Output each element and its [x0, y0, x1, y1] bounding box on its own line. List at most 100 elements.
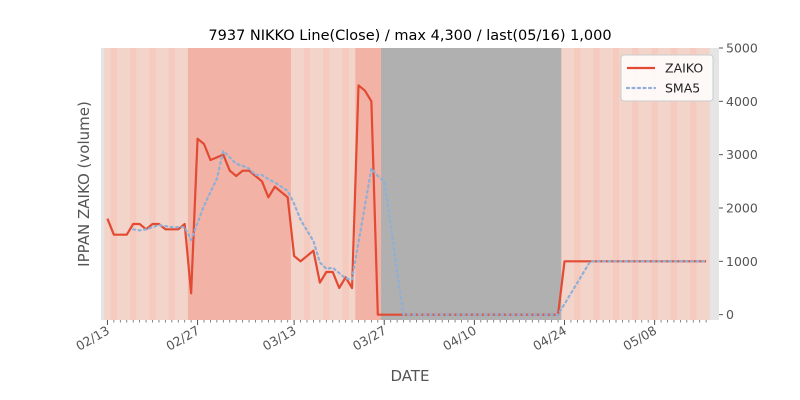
date-band — [503, 48, 511, 320]
x-tick-label: 05/08 — [620, 323, 659, 354]
y-tick-label: 4000 — [726, 94, 758, 109]
date-band — [400, 48, 408, 320]
legend — [620, 54, 714, 102]
date-band — [213, 48, 221, 320]
date-band — [426, 48, 433, 320]
date-band — [702, 48, 710, 320]
date-band — [477, 48, 485, 320]
date-band — [438, 48, 446, 320]
date-band — [606, 48, 614, 320]
legend-label-sma5: SMA5 — [665, 81, 700, 96]
date-band — [690, 48, 697, 320]
date-band — [580, 48, 588, 320]
x-tick-label: 04/24 — [530, 323, 569, 354]
date-band — [129, 48, 137, 320]
date-band — [220, 48, 227, 320]
date-band — [632, 48, 639, 320]
date-band — [484, 48, 491, 320]
date-band — [290, 48, 298, 320]
date-band — [329, 48, 337, 320]
date-band — [335, 48, 343, 320]
date-band — [413, 48, 421, 320]
date-band — [175, 48, 182, 320]
date-band — [567, 48, 575, 320]
date-band — [226, 48, 234, 320]
date-band — [554, 48, 562, 320]
date-band — [644, 48, 652, 320]
date-band — [445, 48, 453, 320]
date-band — [548, 48, 556, 320]
date-band — [200, 48, 208, 320]
x-tick-label: 02/27 — [163, 323, 202, 354]
date-band — [239, 48, 247, 320]
chart-title: 7937 NIKKO Line(Close) / max 4,300 / las… — [208, 28, 611, 44]
date-band — [406, 48, 414, 320]
y-tick-label: 3000 — [726, 147, 758, 162]
x-tick-label: 03/27 — [350, 323, 389, 354]
x-tick-label: 03/13 — [260, 323, 299, 354]
date-band — [432, 48, 440, 320]
date-band — [670, 48, 678, 320]
date-band — [587, 48, 594, 320]
date-band — [278, 48, 285, 320]
date-band — [232, 48, 240, 320]
date-band — [265, 48, 272, 320]
y-tick-label: 0 — [726, 307, 734, 322]
date-band — [509, 48, 517, 320]
date-band — [696, 48, 704, 320]
date-band — [374, 48, 382, 320]
date-band — [368, 48, 375, 320]
y-tick-label: 2000 — [726, 201, 758, 216]
x-tick-label: 02/13 — [73, 323, 112, 354]
date-band — [683, 48, 691, 320]
date-band — [599, 48, 607, 320]
date-band — [123, 48, 131, 320]
date-band — [471, 48, 478, 320]
series-line-sma5 — [132, 149, 708, 316]
date-band — [142, 48, 150, 320]
date-band — [677, 48, 684, 320]
date-band — [496, 48, 504, 320]
date-band — [387, 48, 395, 320]
date-band — [529, 48, 536, 320]
date-band — [619, 48, 627, 320]
date-band — [104, 48, 112, 320]
legend-label-zaiko: ZAIKO — [665, 61, 703, 76]
date-band — [284, 48, 292, 320]
date-band — [136, 48, 144, 320]
date-band — [625, 48, 633, 320]
date-band — [516, 48, 524, 320]
date-band — [348, 48, 356, 320]
date-band — [342, 48, 350, 320]
date-band — [464, 48, 472, 320]
date-band — [535, 48, 543, 320]
x-axis-label: DATE — [390, 367, 429, 385]
date-band — [162, 48, 169, 320]
date-band — [303, 48, 311, 320]
date-band — [245, 48, 253, 320]
date-band — [393, 48, 401, 320]
date-band — [657, 48, 665, 320]
y-axis-label: IPPAN ZAIKO (volume) — [75, 101, 93, 267]
date-band — [458, 48, 466, 320]
date-band — [252, 48, 260, 320]
date-band — [155, 48, 163, 320]
date-band — [117, 48, 124, 320]
x-tick-label: 04/10 — [440, 323, 479, 354]
date-band — [593, 48, 601, 320]
date-band — [187, 48, 195, 320]
y-tick-label: 1000 — [726, 254, 758, 269]
date-band — [316, 48, 324, 320]
date-band — [541, 48, 549, 320]
date-band — [149, 48, 157, 320]
date-band — [451, 48, 459, 320]
date-band — [522, 48, 530, 320]
date-band — [207, 48, 215, 320]
date-band — [651, 48, 659, 320]
date-band — [361, 48, 369, 320]
date-band — [271, 48, 279, 320]
plot-area — [101, 48, 719, 320]
date-band — [323, 48, 330, 320]
date-band — [561, 48, 569, 320]
